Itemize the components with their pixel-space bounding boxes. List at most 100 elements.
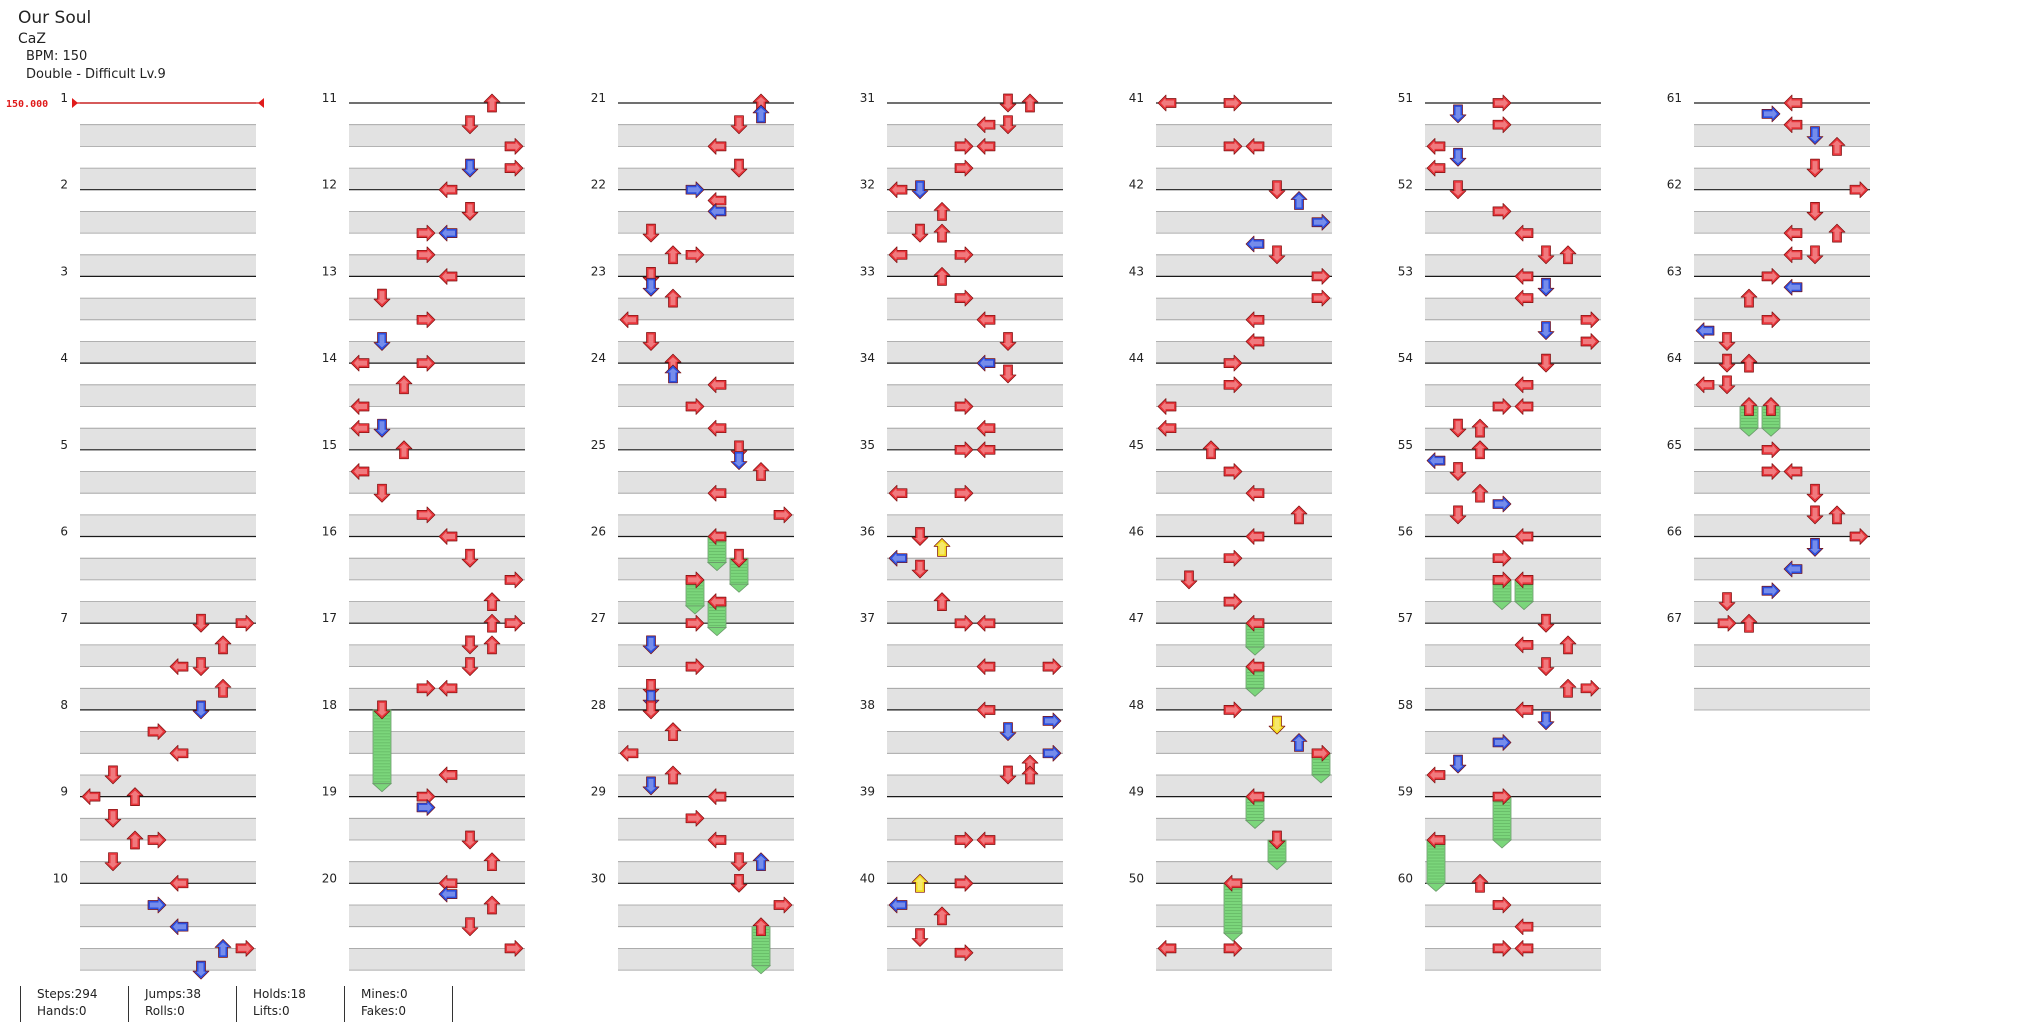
step-arrow <box>438 766 458 784</box>
beat-band <box>1425 905 1601 927</box>
step-arrow <box>1849 181 1869 199</box>
beat-band <box>1694 124 1870 147</box>
step-arrow <box>1514 289 1534 307</box>
step-arrow <box>1157 419 1177 437</box>
beat-band <box>80 558 256 580</box>
measure-number: 11 <box>322 91 337 105</box>
step-arrow <box>976 441 996 459</box>
beat-band <box>618 688 794 710</box>
measure-number: 51 <box>1398 91 1413 105</box>
step-arrow <box>192 700 210 720</box>
step-arrow <box>1245 333 1265 350</box>
measure-number: 42 <box>1129 178 1144 192</box>
step-arrow <box>1268 715 1286 735</box>
difficulty-label: Double - Difficult Lv.9 <box>26 67 166 82</box>
step-arrow <box>461 115 479 135</box>
step-arrow <box>1514 918 1534 936</box>
beat-band <box>80 254 256 277</box>
stats-jumps-rolls: Jumps:38 Rolls:0 <box>128 986 201 1022</box>
step-arrow <box>373 332 391 351</box>
stats-steps-hands: Steps:294 Hands:0 <box>20 986 98 1022</box>
step-arrow <box>1514 528 1534 545</box>
step-arrow <box>685 571 705 589</box>
beat-band <box>1156 254 1332 277</box>
step-arrow <box>483 592 501 611</box>
bpm-label: BPM: 150 <box>26 49 88 64</box>
hold-body <box>706 601 728 637</box>
beat-band <box>618 644 794 667</box>
measure-number: 47 <box>1129 611 1144 625</box>
step-arrow <box>1783 463 1803 480</box>
stats-end-divider <box>452 986 453 1022</box>
beat-band <box>1425 948 1601 971</box>
measure-number: 10 <box>53 871 68 885</box>
step-arrow <box>1740 288 1758 308</box>
beat-band <box>1156 688 1332 710</box>
step-arrow <box>1223 354 1243 372</box>
beat-band <box>618 168 794 190</box>
step-arrow <box>1223 874 1243 892</box>
step-arrow <box>104 808 122 828</box>
measure-number: 31 <box>860 91 875 105</box>
step-arrow <box>685 658 705 675</box>
step-arrow <box>1471 418 1489 438</box>
step-arrow <box>1717 614 1737 632</box>
step-arrow <box>730 873 748 893</box>
bpm-marker-start <box>72 98 78 108</box>
beat-band <box>887 428 1063 450</box>
measure-number: 35 <box>860 438 875 452</box>
step-arrow <box>1157 94 1177 112</box>
step-arrow <box>1042 744 1062 762</box>
step-arrow <box>976 138 996 155</box>
step-arrow <box>1783 246 1803 264</box>
step-arrow <box>730 548 748 568</box>
beat-band <box>1425 688 1601 710</box>
beat-band <box>618 298 794 320</box>
step-arrow <box>461 635 479 655</box>
step-arrow <box>1245 235 1265 253</box>
step-arrow <box>104 765 122 785</box>
beat-band <box>887 384 1063 407</box>
measure-number: 43 <box>1129 264 1144 278</box>
step-arrow <box>1580 311 1600 329</box>
step-arrow <box>235 940 255 957</box>
step-arrow <box>976 658 996 675</box>
beat-band <box>887 168 1063 190</box>
step-arrow <box>1471 483 1489 503</box>
stat-holds: Holds:18 <box>253 987 306 1001</box>
beat-band <box>1425 341 1601 364</box>
measure-number: 58 <box>1398 698 1413 712</box>
step-arrow <box>416 246 436 264</box>
step-arrow <box>1426 452 1446 469</box>
measure-number: 49 <box>1129 785 1144 799</box>
step-arrow <box>1783 224 1803 242</box>
measure-number: 7 <box>60 611 68 625</box>
stat-lifts: Lifts:0 <box>253 1004 290 1018</box>
step-arrow <box>126 830 144 850</box>
step-arrow <box>1559 678 1577 698</box>
step-arrow <box>730 158 748 178</box>
step-arrow <box>1245 614 1265 632</box>
step-arrow <box>642 277 660 297</box>
step-arrow <box>954 875 974 892</box>
step-arrow <box>1426 138 1446 155</box>
step-arrow <box>1223 376 1243 394</box>
step-arrow <box>373 700 391 720</box>
step-arrow <box>1426 766 1446 784</box>
measure-number: 24 <box>591 351 606 365</box>
step-arrow <box>976 614 996 632</box>
measure-number: 25 <box>591 438 606 452</box>
step-arrow <box>976 116 996 134</box>
step-arrow <box>1245 658 1265 675</box>
beat-band <box>887 471 1063 494</box>
step-arrow <box>976 354 996 372</box>
step-arrow <box>504 940 524 957</box>
step-arrow <box>707 788 727 805</box>
beat-band <box>80 861 256 884</box>
beat-band <box>80 384 256 407</box>
measure-number: 52 <box>1398 178 1413 192</box>
step-arrow <box>416 679 436 697</box>
beat-band <box>80 298 256 320</box>
step-arrow <box>1492 571 1512 589</box>
beat-band <box>1425 775 1601 797</box>
